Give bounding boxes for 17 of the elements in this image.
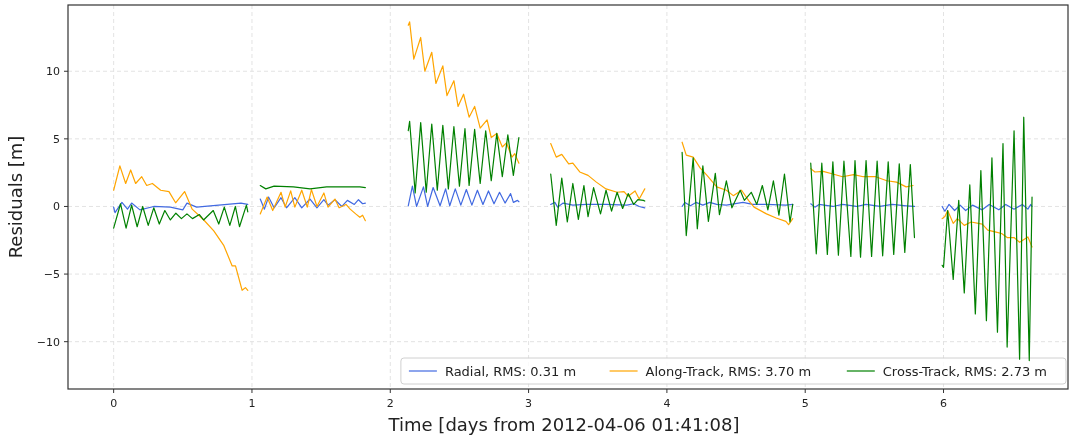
y-tick-label: 5 [53, 132, 60, 146]
x-tick-label: 5 [801, 397, 809, 410]
legend-label: Along-Track, RMS: 3.70 m [645, 363, 812, 379]
y-tick-label: −5 [43, 267, 60, 281]
legend-label: Radial, RMS: 0.31 m [444, 363, 577, 379]
y-tick-label: 0 [53, 200, 60, 214]
x-tick-label: 6 [940, 397, 948, 410]
x-tick-label: 1 [248, 397, 256, 410]
y-tick-label: 10 [46, 65, 60, 79]
y-axis-title: Residuals [m] [5, 135, 26, 259]
x-tick-label: 0 [110, 397, 118, 410]
legend-label: Cross-Track, RMS: 2.73 m [882, 363, 1047, 379]
x-axis-title: Time [days from 2012-04-06 01:41:08] [387, 414, 740, 435]
x-tick-label: 2 [386, 397, 394, 410]
x-tick-label: 4 [663, 397, 671, 410]
x-tick-label: 3 [525, 397, 533, 410]
y-tick-label: −10 [36, 335, 60, 349]
